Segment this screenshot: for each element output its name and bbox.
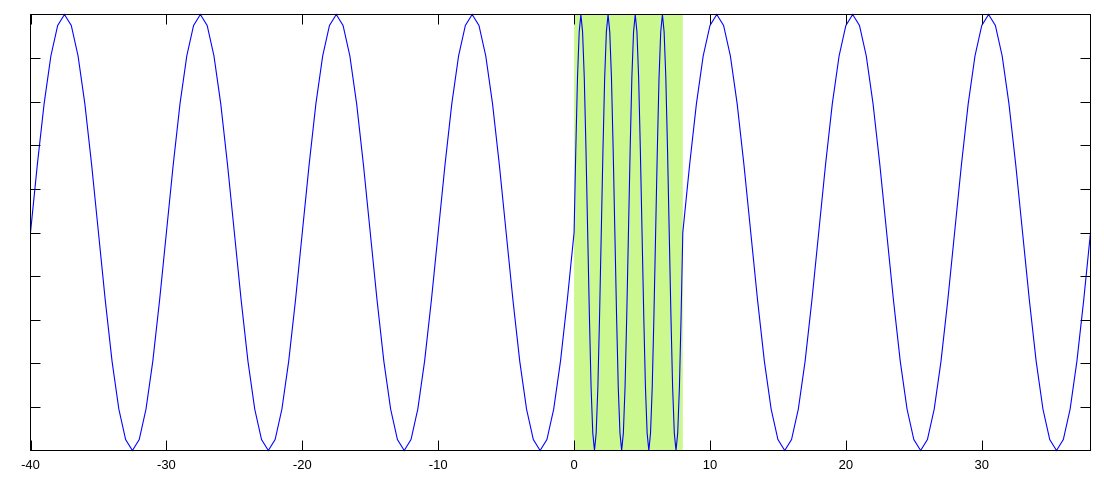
- x-tick-label: 10: [703, 457, 717, 472]
- x-tick-label: -10: [429, 457, 448, 472]
- series-line: [29, 13, 1092, 452]
- x-tick-label: 20: [839, 457, 853, 472]
- x-tick-label: 30: [975, 457, 989, 472]
- x-tick-label: -30: [157, 457, 176, 472]
- ticks-group: [30, 14, 1091, 451]
- x-tick-label: -20: [293, 457, 312, 472]
- x-tick-labels: -40 -30 -20 -10 0 10 20 30: [21, 457, 989, 472]
- plot-frame: [30, 14, 1091, 451]
- series-group: [29, 13, 1092, 452]
- x-tick-label: -40: [21, 457, 40, 472]
- x-tick-label: 0: [570, 457, 577, 472]
